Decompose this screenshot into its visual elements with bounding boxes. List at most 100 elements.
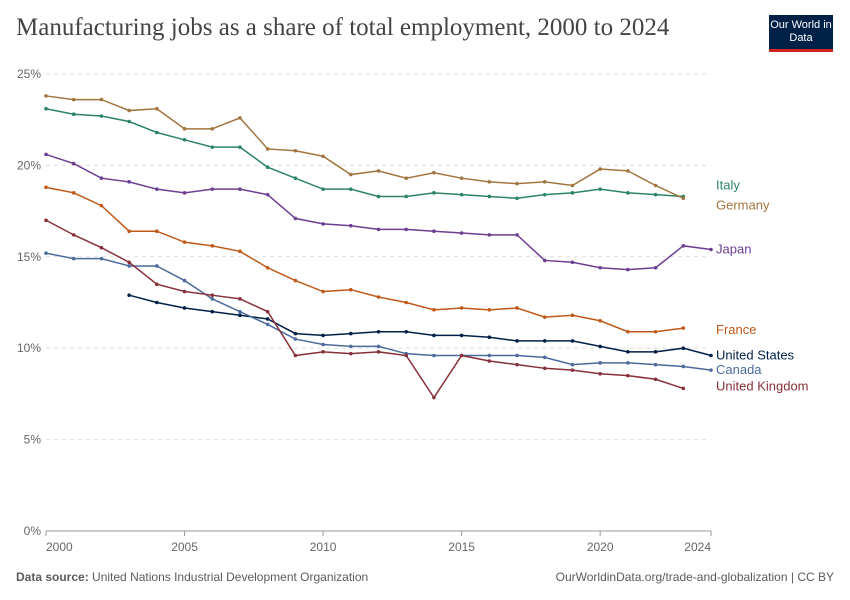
y-tick-label: 15% — [17, 250, 41, 264]
data-point — [44, 218, 48, 223]
data-point — [626, 373, 630, 378]
data-point — [155, 300, 159, 305]
data-point — [127, 264, 131, 268]
series-line-germany — [45, 95, 684, 199]
data-point — [459, 353, 464, 358]
data-point — [626, 350, 630, 354]
data-point — [376, 227, 381, 232]
data-point — [432, 308, 436, 312]
data-point — [598, 361, 602, 365]
data-point — [210, 309, 215, 314]
y-tick-label: 10% — [17, 341, 41, 355]
data-point — [404, 300, 409, 305]
footer-url[interactable]: OurWorldinData.org/trade-and-globalizati… — [555, 570, 834, 584]
series-label: Canada — [716, 362, 762, 377]
data-point — [681, 194, 686, 199]
data-point — [293, 353, 298, 358]
data-point — [626, 361, 630, 365]
data-point — [238, 313, 242, 318]
data-point — [515, 306, 519, 310]
data-point — [487, 335, 492, 340]
x-tick-label: 2015 — [448, 540, 475, 554]
data-point — [99, 97, 104, 102]
y-tick-label: 0% — [24, 524, 42, 538]
data-point — [155, 229, 159, 234]
data-point — [515, 196, 519, 201]
x-tick-label: 2024 — [684, 540, 711, 554]
owid-logo[interactable]: Our World in Data — [769, 15, 833, 52]
data-point — [265, 309, 270, 314]
data-point — [99, 256, 104, 261]
data-point — [348, 351, 353, 356]
data-point — [293, 337, 298, 341]
data-point — [293, 278, 298, 283]
data-point — [542, 258, 547, 263]
data-point — [210, 187, 215, 191]
data-point — [459, 176, 464, 180]
data-point — [542, 339, 547, 343]
data-point — [348, 172, 353, 177]
data-point — [515, 353, 519, 358]
data-point — [182, 127, 187, 131]
data-point — [348, 331, 353, 336]
x-tick-label: 2020 — [587, 540, 614, 554]
data-point — [99, 176, 104, 180]
data-point — [265, 322, 270, 327]
data-point — [293, 148, 298, 153]
data-point — [238, 116, 242, 120]
x-tick-label: 2005 — [171, 540, 198, 554]
data-point — [487, 233, 492, 237]
data-point — [238, 187, 242, 191]
data-point — [459, 353, 464, 358]
data-point — [44, 94, 48, 98]
data-point — [515, 339, 519, 343]
data-point — [321, 289, 325, 294]
data-point — [598, 187, 602, 191]
data-point — [542, 192, 547, 197]
data-point — [432, 191, 436, 195]
data-point — [570, 183, 575, 188]
data-point — [404, 227, 409, 232]
data-point — [570, 368, 575, 372]
series-label: Germany — [716, 198, 770, 213]
data-point — [487, 353, 492, 358]
data-point — [71, 191, 76, 195]
data-point — [293, 176, 298, 180]
data-point — [210, 297, 215, 301]
data-point — [71, 112, 76, 117]
data-point — [348, 344, 353, 349]
data-point — [238, 145, 242, 149]
data-point — [487, 308, 492, 312]
data-source-label: Data source: — [16, 570, 89, 584]
data-point — [99, 245, 104, 250]
data-point — [155, 187, 159, 191]
data-point — [376, 344, 381, 349]
data-point — [404, 351, 409, 356]
y-tick-label: 5% — [24, 433, 42, 447]
data-point — [155, 106, 159, 111]
data-point — [598, 167, 602, 171]
data-point — [432, 229, 436, 234]
data-point — [321, 154, 325, 159]
data-point — [376, 350, 381, 354]
data-point — [681, 364, 686, 369]
data-point — [127, 119, 131, 124]
data-point — [265, 317, 270, 321]
data-point — [210, 145, 215, 149]
data-point — [321, 350, 325, 354]
data-point — [44, 106, 48, 111]
data-source-text[interactable]: United Nations Industrial Development Or… — [92, 570, 369, 584]
y-tick-label: 20% — [17, 158, 41, 172]
data-point — [626, 267, 630, 272]
data-point — [681, 196, 686, 201]
data-point — [487, 180, 492, 184]
data-point — [238, 309, 242, 314]
data-point — [487, 359, 492, 363]
x-tick-label: 2000 — [46, 540, 73, 554]
data-point — [71, 161, 76, 166]
data-point — [709, 247, 713, 252]
data-point — [709, 368, 713, 372]
data-point — [182, 306, 187, 310]
data-point — [432, 395, 436, 400]
data-point — [127, 108, 131, 113]
